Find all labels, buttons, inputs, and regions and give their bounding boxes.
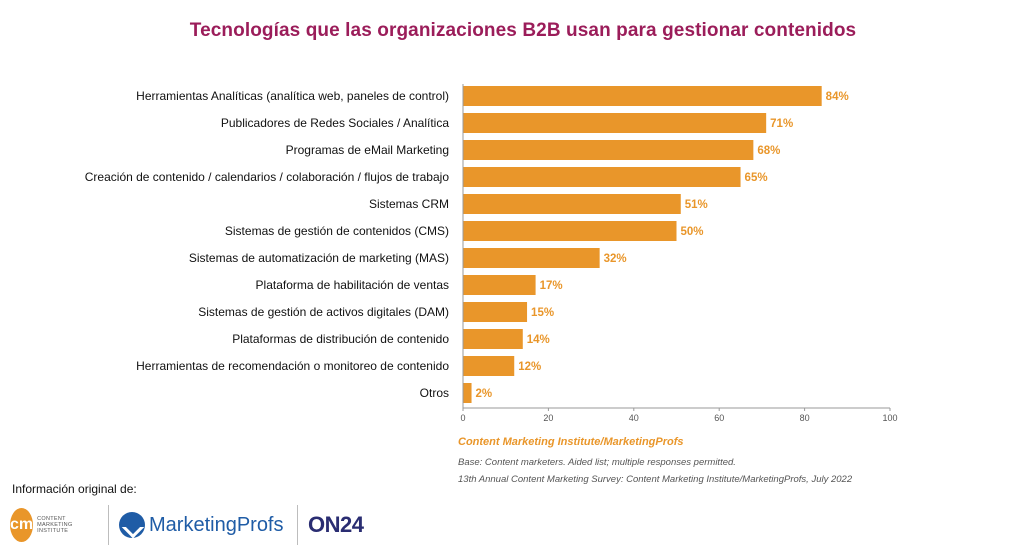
bar: [463, 248, 600, 268]
value-label: 84%: [826, 91, 849, 103]
category-label: Sistemas de gestión de contenidos (CMS): [225, 224, 449, 238]
cmi-badge-icon: cm: [10, 508, 34, 542]
value-label: 17%: [540, 280, 563, 292]
bar: [463, 275, 536, 295]
category-label: Herramientas de recomendación o monitore…: [136, 359, 449, 373]
base-note: Base: Content marketers. Aided list; mul…: [458, 457, 736, 468]
x-tick-label: 80: [800, 413, 810, 423]
value-label: 68%: [757, 145, 780, 157]
category-label: Programas de eMail Marketing: [286, 143, 449, 157]
chart-title: Tecnologías que las organizaciones B2B u…: [189, 20, 857, 41]
bar: [463, 356, 515, 376]
value-label: 2%: [476, 388, 493, 400]
category-label: Plataformas de distribución de contenido: [232, 332, 449, 346]
x-tick-label: 0: [460, 413, 465, 423]
category-label: Otros: [420, 386, 449, 400]
bar: [463, 113, 767, 133]
partner-logos: cm CONTENT MARKETING INSTITUTE Marketing…: [10, 502, 364, 548]
logo-divider: [297, 505, 298, 545]
survey-note: 13th Annual Content Marketing Survey: Co…: [458, 474, 853, 485]
bar: [463, 221, 677, 241]
marketingprofs-wordmark: MarketingProfs: [149, 513, 284, 536]
bar: [463, 194, 681, 214]
value-label: 50%: [681, 226, 704, 238]
x-tick-label: 40: [629, 413, 639, 423]
marketingprofs-check-icon: [119, 512, 145, 538]
marketingprofs-logo: MarketingProfs: [119, 512, 287, 538]
on24-wordmark: ON24: [308, 512, 364, 537]
bar: [463, 140, 754, 160]
x-tick-label: 20: [543, 413, 553, 423]
value-label: 12%: [518, 361, 541, 373]
original-source-label: Información original de:: [12, 482, 137, 496]
value-label: 51%: [685, 199, 708, 211]
bar: [463, 383, 472, 403]
cmi-wordmark: CONTENT MARKETING INSTITUTE: [37, 516, 73, 534]
cmi-logo: cm CONTENT MARKETING INSTITUTE: [10, 508, 98, 542]
value-label: 71%: [770, 118, 793, 130]
value-label: 32%: [604, 253, 627, 265]
on24-logo: ON24: [308, 512, 364, 538]
category-label: Sistemas CRM: [369, 197, 449, 211]
category-label: Sistemas de automatización de marketing …: [189, 251, 449, 265]
bar: [463, 329, 523, 349]
x-tick-label: 100: [882, 413, 897, 423]
value-label: 15%: [531, 307, 554, 319]
category-label: Creación de contenido / calendarios / co…: [85, 170, 450, 184]
value-label: 65%: [745, 172, 768, 184]
source-title: Content Marketing Institute/MarketingPro…: [458, 436, 684, 448]
logo-divider: [108, 505, 109, 545]
bar: [463, 86, 822, 106]
value-label: 14%: [527, 334, 550, 346]
x-tick-label: 60: [714, 413, 724, 423]
category-label: Herramientas Analíticas (analítica web, …: [136, 89, 449, 103]
category-label: Sistemas de gestión de activos digitales…: [198, 305, 449, 319]
category-label: Publicadores de Redes Sociales / Analíti…: [221, 116, 449, 130]
bar: [463, 167, 741, 187]
category-label: Plataforma de habilitación de ventas: [256, 278, 449, 292]
bar: [463, 302, 528, 322]
